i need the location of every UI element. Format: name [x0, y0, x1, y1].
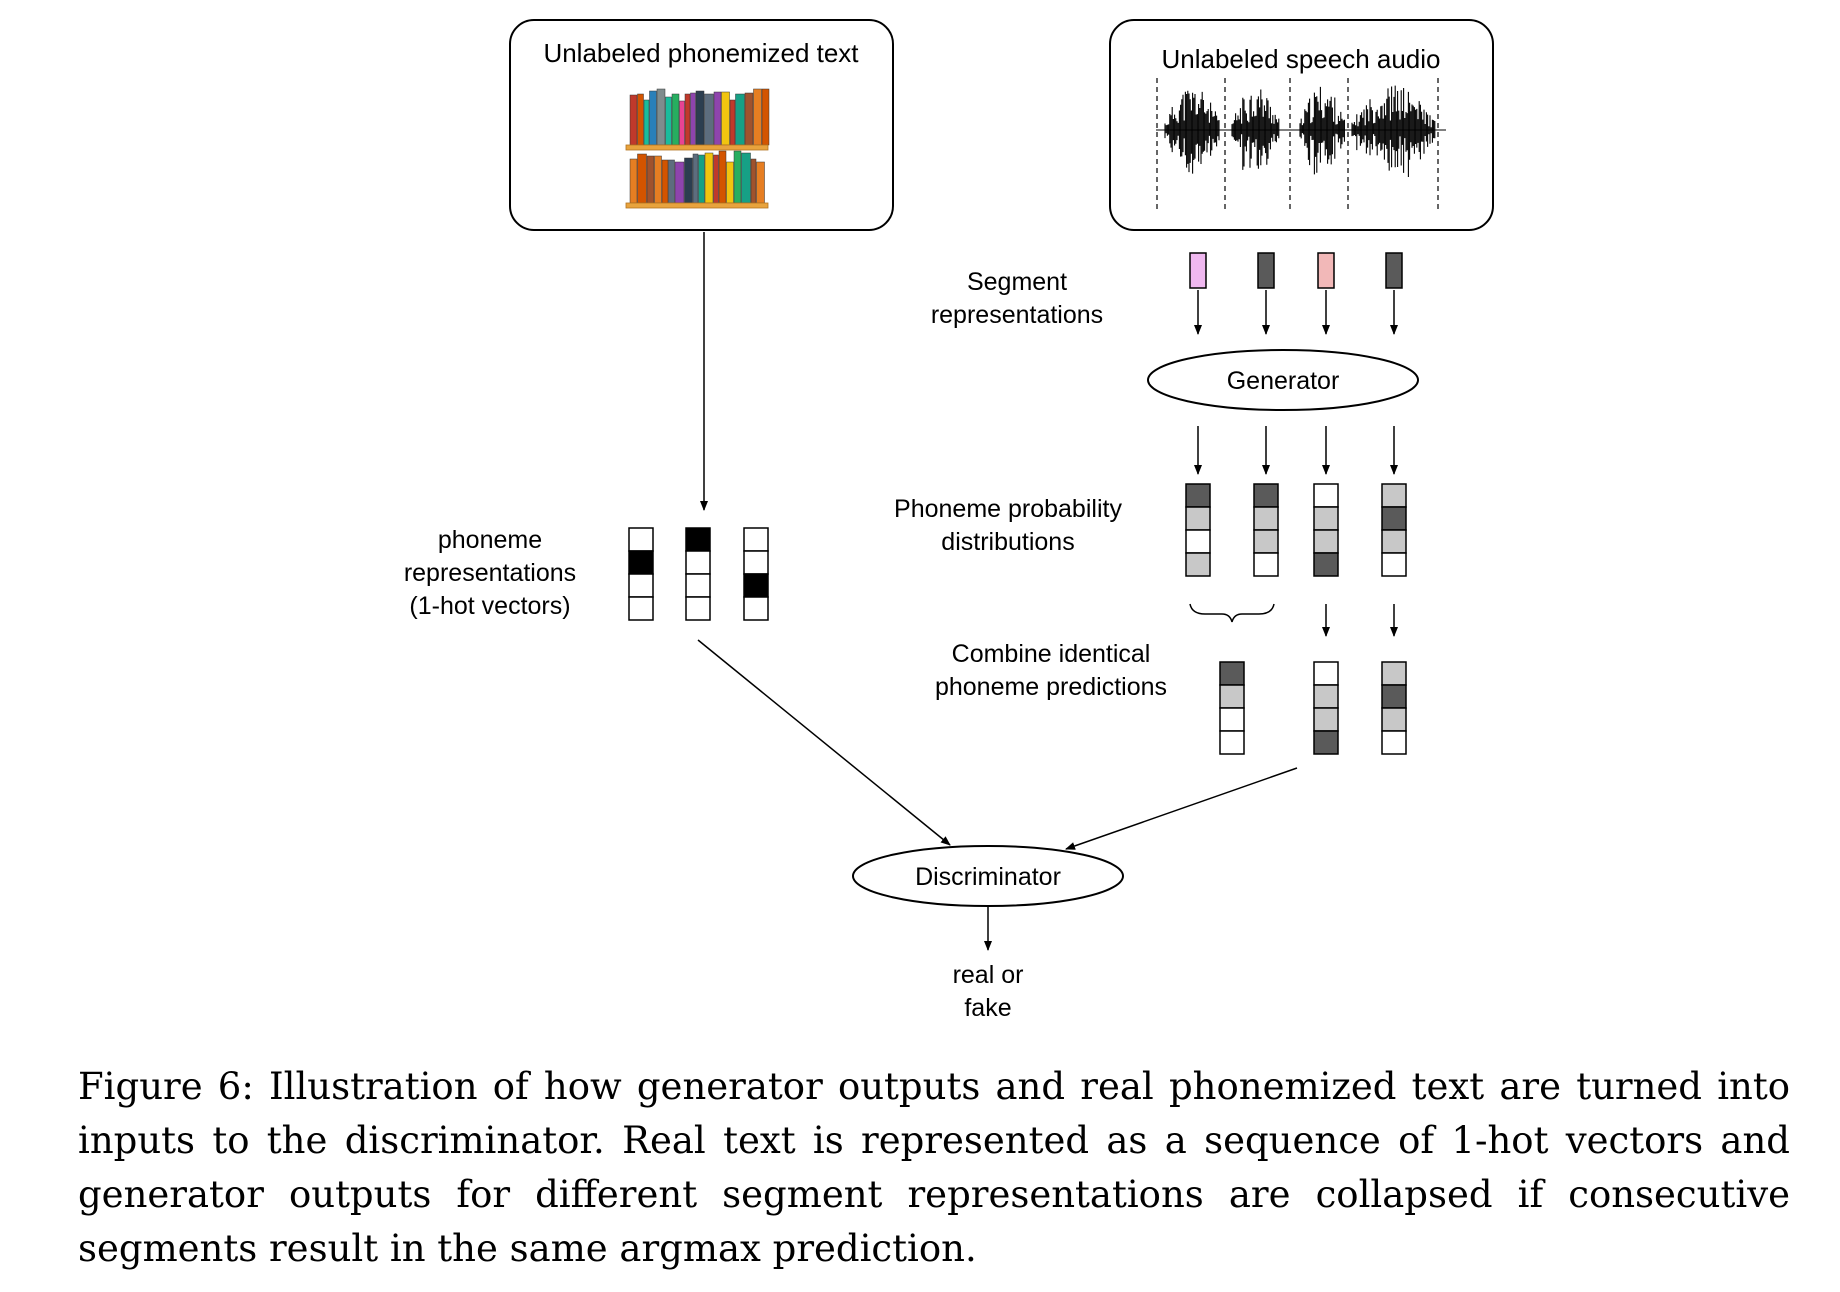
output-label-line1: real or [953, 961, 1024, 989]
probability-vectors [1185, 483, 1407, 577]
probability-vector-cell [1381, 506, 1407, 531]
probability-vector-cell [1313, 529, 1339, 554]
segment-representation [1189, 252, 1207, 289]
probability-vector-cell [1253, 506, 1279, 531]
segment-representations [1189, 252, 1403, 289]
onehot-label-line2: representations [404, 559, 576, 587]
discriminator-label: Discriminator [915, 863, 1061, 891]
segment-label-line2: representations [931, 301, 1103, 329]
probability-vector-cell [1381, 529, 1407, 554]
combine-label-line1: Combine identical [952, 640, 1151, 668]
figure-caption: Figure 6: Illustration of how generator … [78, 1065, 1790, 1270]
probability-vector [1313, 483, 1339, 577]
combined-vector [1381, 661, 1407, 755]
segment-representation [1317, 252, 1335, 289]
combine-brace [1189, 603, 1275, 623]
combined-vector-cell [1381, 661, 1407, 686]
one-hot-vector-cell [628, 550, 654, 575]
combined-vector-cell [1219, 661, 1245, 686]
probability-vector-cell [1381, 552, 1407, 577]
combined-vector-cell [1381, 707, 1407, 732]
combined-vector-cell [1313, 730, 1339, 755]
one-hot-vector-cell [685, 573, 711, 598]
combined-vector-cell [1313, 684, 1339, 709]
bookshelf-icon [625, 88, 770, 209]
segment-label-line1: Segment [967, 268, 1067, 296]
combined-vector-cell [1313, 707, 1339, 732]
combine-label-line2: phoneme predictions [935, 673, 1167, 701]
probability-vector [1185, 483, 1211, 577]
combined-vector-cell [1313, 661, 1339, 686]
arrows [697, 232, 1398, 951]
one-hot-vector-cell [628, 596, 654, 621]
probability-vector [1381, 483, 1407, 577]
combined-vector-cell [1381, 730, 1407, 755]
speech-audio-title: Unlabeled speech audio [1162, 44, 1441, 74]
text-corpus-title: Unlabeled phonemized text [543, 38, 859, 68]
one-hot-vector-cell [743, 550, 769, 575]
one-hot-vector-cell [685, 527, 711, 552]
generator-label: Generator [1227, 367, 1340, 395]
one-hot-vector [743, 527, 769, 621]
combined-vector-cell [1219, 684, 1245, 709]
generator-node: Generator [1147, 349, 1419, 411]
one-hot-vector-cell [743, 527, 769, 552]
probability-vector-cell [1253, 552, 1279, 577]
gan-input-diagram: Unlabeled phonemized text Unlabeled spee… [404, 19, 1494, 1022]
one-hot-vector-cell [685, 596, 711, 621]
arrow-combined-discriminator [1065, 767, 1298, 850]
speech-audio-box: Unlabeled speech audio [1109, 19, 1494, 231]
one-hot-vector [628, 527, 654, 621]
prob-label-line2: distributions [941, 528, 1074, 556]
probability-vector-cell [1185, 529, 1211, 554]
probability-vector-cell [1185, 506, 1211, 531]
probability-vector-cell [1313, 506, 1339, 531]
one-hot-vector-cell [628, 527, 654, 552]
one-hot-vector-cell [685, 550, 711, 575]
combined-vector-cell [1381, 684, 1407, 709]
prob-label-line1: Phoneme probability [894, 495, 1122, 523]
combined-vector [1219, 661, 1245, 755]
discriminator-node: Discriminator [852, 845, 1124, 907]
combined-vectors [1219, 661, 1407, 755]
probability-vector-cell [1253, 529, 1279, 554]
probability-vector-cell [1313, 552, 1339, 577]
waveform-icon [1156, 78, 1446, 212]
probability-vector-cell [1253, 483, 1279, 508]
probability-vector-cell [1185, 483, 1211, 508]
probability-vector-cell [1381, 483, 1407, 508]
one-hot-vector-cell [743, 573, 769, 598]
probability-vector [1253, 483, 1279, 577]
segment-representation [1257, 252, 1275, 289]
onehot-label-line1: phoneme [438, 526, 542, 554]
probability-vector-cell [1313, 483, 1339, 508]
combined-vector [1313, 661, 1339, 755]
output-label-line2: fake [964, 994, 1011, 1022]
combined-vector-cell [1219, 730, 1245, 755]
one-hot-vector-cell [628, 573, 654, 598]
one-hot-vector [685, 527, 711, 621]
probability-vector-cell [1185, 552, 1211, 577]
one-hot-vectors [628, 527, 769, 621]
segment-representation [1385, 252, 1403, 289]
one-hot-vector-cell [743, 596, 769, 621]
text-corpus-box: Unlabeled phonemized text [509, 19, 894, 231]
onehot-label-line3: (1-hot vectors) [409, 592, 570, 620]
combined-vector-cell [1219, 707, 1245, 732]
arrow-onehot-discriminator [697, 639, 951, 846]
